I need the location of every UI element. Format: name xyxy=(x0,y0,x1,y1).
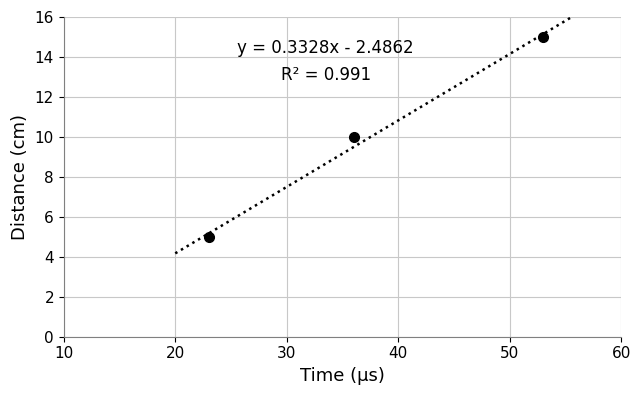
Y-axis label: Distance (cm): Distance (cm) xyxy=(11,114,29,240)
X-axis label: Time (μs): Time (μs) xyxy=(300,367,385,385)
Text: y = 0.3328x - 2.4862
R² = 0.991: y = 0.3328x - 2.4862 R² = 0.991 xyxy=(238,40,414,84)
